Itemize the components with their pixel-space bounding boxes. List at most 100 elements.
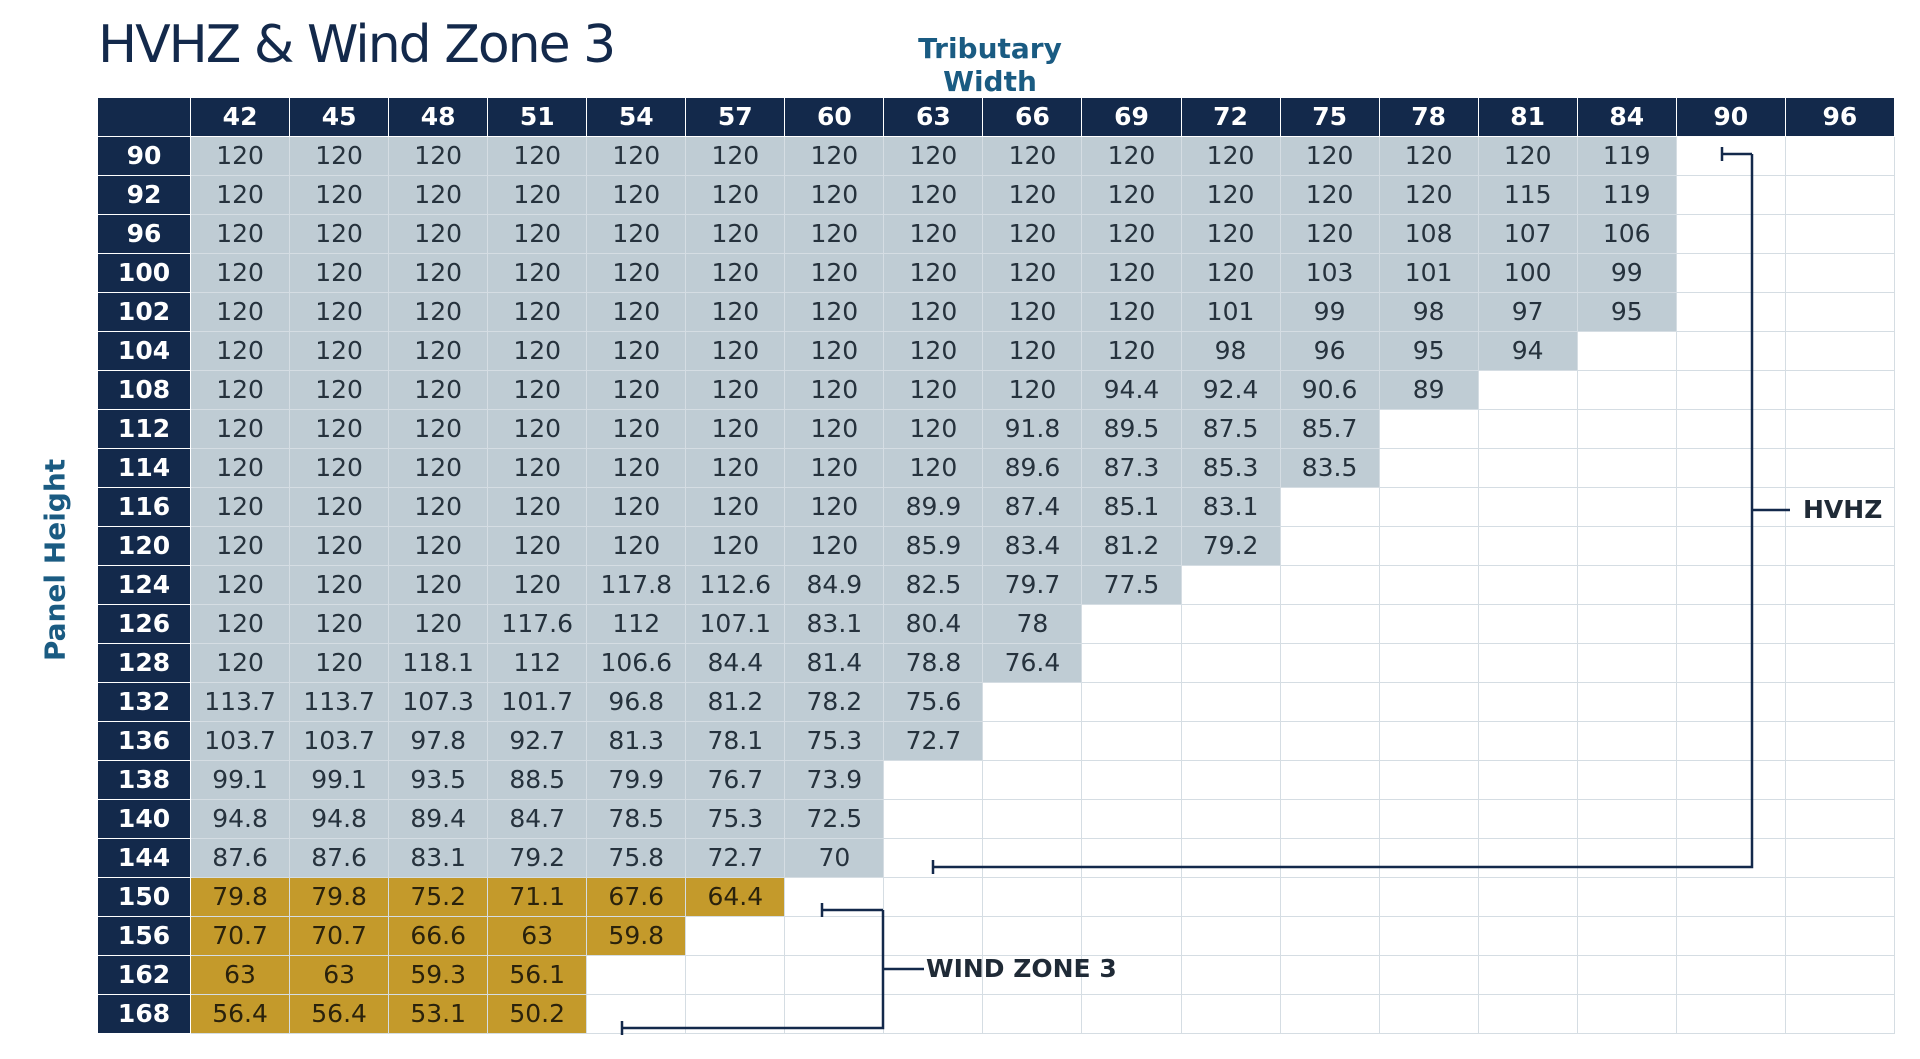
table-cell: 75.3	[784, 721, 885, 761]
table-cell: 87.6	[289, 838, 390, 878]
empty-cell	[1576, 916, 1677, 956]
table-cell: 75.6	[883, 682, 984, 722]
row-axis-label: Panel Height	[38, 458, 72, 662]
table-cell: 120	[190, 565, 291, 605]
table-corner-cell	[96, 97, 192, 137]
empty-cell	[982, 760, 1083, 800]
table-cell: 120	[685, 136, 786, 176]
table-cell: 120	[586, 370, 687, 410]
empty-cell	[1576, 565, 1677, 605]
table-cell: 98	[1180, 331, 1281, 371]
table-cell: 120	[190, 175, 291, 215]
table-cell: 97	[1477, 292, 1578, 332]
table-cell: 79.2	[1180, 526, 1281, 566]
empty-cell	[1576, 604, 1677, 644]
empty-cell	[1576, 955, 1677, 995]
empty-cell	[1784, 253, 1896, 293]
empty-cell	[1675, 526, 1786, 566]
table-cell: 76.7	[685, 760, 786, 800]
table-cell: 84.7	[487, 799, 588, 839]
table-cell: 92.4	[1180, 370, 1281, 410]
table-cell: 120	[487, 409, 588, 449]
table-cell: 84.9	[784, 565, 885, 605]
empty-cell	[1784, 136, 1896, 176]
row-header-104: 104	[96, 331, 192, 371]
empty-cell	[1477, 565, 1578, 605]
empty-cell	[1675, 604, 1786, 644]
empty-cell	[883, 994, 984, 1034]
table-cell: 120	[388, 253, 489, 293]
table-cell: 120	[586, 175, 687, 215]
table-cell: 79.8	[289, 877, 390, 917]
empty-cell	[1675, 916, 1786, 956]
table-cell: 98	[1378, 292, 1479, 332]
table-row: 138 99.1 99.1 93.5 88.5 79.9 76.7 73.9	[96, 760, 1896, 800]
empty-cell	[1279, 760, 1380, 800]
table-cell: 120	[289, 370, 390, 410]
table-cell: 120	[1477, 136, 1578, 176]
table-cell: 83.1	[784, 604, 885, 644]
table-cell: 72.7	[685, 838, 786, 878]
empty-cell	[1279, 526, 1380, 566]
empty-cell	[1784, 565, 1896, 605]
row-header-102: 102	[96, 292, 192, 332]
table-cell: 117.6	[487, 604, 588, 644]
table-cell: 120	[190, 448, 291, 488]
table-cell: 75.8	[586, 838, 687, 878]
empty-cell	[1378, 760, 1479, 800]
table-cell: 101	[1378, 253, 1479, 293]
table-cell: 120	[388, 526, 489, 566]
table-cell: 94.8	[289, 799, 390, 839]
table-cell: 120	[289, 409, 390, 449]
load-table: 42 45 48 51 54 57 60 63 66 69 72 75 78 81 84 90 96 90 120…	[96, 97, 1896, 1034]
empty-cell	[1081, 604, 1182, 644]
column-header-84: 84	[1576, 97, 1677, 137]
empty-cell	[1675, 565, 1786, 605]
empty-cell	[1675, 643, 1786, 683]
empty-cell	[1477, 370, 1578, 410]
column-header-96: 96	[1784, 97, 1896, 137]
empty-cell	[1477, 760, 1578, 800]
table-cell: 120	[586, 292, 687, 332]
table-cell: 81.3	[586, 721, 687, 761]
table-cell: 95	[1378, 331, 1479, 371]
empty-cell	[1576, 877, 1677, 917]
empty-cell	[1180, 877, 1281, 917]
table-cell: 82.5	[883, 565, 984, 605]
table-row: 126 120 120 120 117.6 112 107.1 83.1 80.4 78	[96, 604, 1896, 644]
table-cell: 120	[487, 136, 588, 176]
table-cell: 120	[685, 253, 786, 293]
empty-cell	[1180, 760, 1281, 800]
table-cell: 63	[190, 955, 291, 995]
empty-cell	[1675, 331, 1786, 371]
table-cell: 120	[685, 175, 786, 215]
row-header-162: 162	[96, 955, 192, 995]
empty-cell	[1784, 760, 1896, 800]
table-cell: 118.1	[388, 643, 489, 683]
table-cell: 112	[586, 604, 687, 644]
empty-cell	[1477, 448, 1578, 488]
table-cell: 112.6	[685, 565, 786, 605]
empty-cell	[1477, 487, 1578, 527]
hvhz-label: HVHZ	[1803, 495, 1883, 524]
column-header-60: 60	[784, 97, 885, 137]
empty-cell	[1477, 994, 1578, 1034]
empty-cell	[1477, 526, 1578, 566]
empty-cell	[1675, 370, 1786, 410]
empty-cell	[1784, 331, 1896, 371]
empty-cell	[1675, 253, 1786, 293]
table-cell: 89.9	[883, 487, 984, 527]
empty-cell	[1675, 877, 1786, 917]
column-header-69: 69	[1081, 97, 1182, 137]
empty-cell	[1675, 409, 1786, 449]
row-header-138: 138	[96, 760, 192, 800]
empty-cell	[685, 955, 786, 995]
empty-cell	[1378, 409, 1479, 449]
table-cell: 120	[586, 214, 687, 254]
table-cell: 120	[1081, 292, 1182, 332]
empty-cell	[1081, 994, 1182, 1034]
table-cell: 120	[388, 409, 489, 449]
empty-cell	[1279, 682, 1380, 722]
column-header-81: 81	[1477, 97, 1578, 137]
table-cell: 120	[784, 331, 885, 371]
